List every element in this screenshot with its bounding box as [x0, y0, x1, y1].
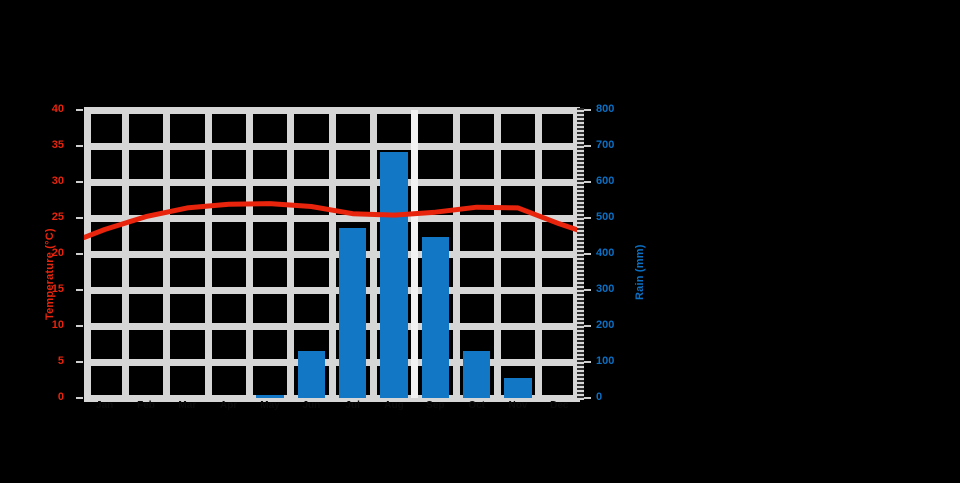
gridline-vertical: [573, 110, 580, 398]
month-label: Mar: [178, 400, 197, 411]
month-label: Oct: [468, 400, 485, 411]
temperature-tick-label: 10: [51, 319, 64, 331]
temperature-tick-label: 0: [57, 391, 64, 403]
gridline-vertical: [163, 110, 171, 398]
rain-bar: [380, 152, 408, 398]
month-label: Jan: [96, 400, 114, 411]
gridline-vertical: [204, 110, 212, 398]
temperature-tick-mark: [76, 181, 83, 183]
temperature-tick-mark: [76, 325, 83, 327]
temperature-tick-label: 5: [57, 355, 64, 367]
temperature-axis-title: Temperature (°C): [44, 228, 56, 320]
month-label: May: [260, 400, 280, 411]
rain-bar: [256, 395, 284, 398]
rain-tick-label: 600: [596, 175, 615, 187]
gridline-vertical: [493, 110, 501, 398]
rain-tick-mark: [584, 325, 591, 327]
temperature-line: [84, 201, 580, 240]
temperature-tick-mark: [76, 109, 83, 111]
gridline-vertical: [84, 110, 91, 398]
rain-tick-label: 200: [596, 319, 615, 331]
temperature-tick-label: 25: [51, 211, 64, 223]
rain-tick-mark: [584, 145, 591, 147]
rain-tick-mark: [584, 217, 591, 219]
rain-tick-mark: [584, 397, 591, 399]
gridline-horizontal: [84, 394, 580, 402]
temperature-tick-label: 20: [51, 247, 64, 259]
temperature-tick-label: 30: [51, 175, 64, 187]
rain-tick-label: 0: [596, 391, 603, 403]
rain-tick-label: 400: [596, 247, 615, 259]
rain-tick-mark: [584, 289, 591, 291]
temperature-tick-mark: [76, 217, 83, 219]
gridline-vertical: [369, 110, 377, 398]
temperature-tick-mark: [76, 289, 83, 291]
temperature-tick-label: 15: [51, 283, 64, 295]
temperature-tick-label: 40: [51, 103, 64, 115]
rain-bar: [421, 237, 449, 398]
month-label: Dec: [550, 400, 569, 411]
rain-axis-title: Rain (mm): [634, 244, 646, 300]
month-label: Sep: [426, 400, 445, 411]
gridline-vertical: [535, 110, 543, 398]
rain-bar: [339, 228, 367, 398]
rain-tick-label: 500: [596, 211, 615, 223]
rain-tick-label: 800: [596, 103, 615, 115]
rain-bar: [297, 351, 325, 398]
gridline-vertical: [328, 110, 336, 398]
rain-tick-label: 300: [596, 283, 615, 295]
gridline-vertical: [287, 110, 295, 398]
gridline-vertical: [121, 110, 129, 398]
rain-tick-mark: [584, 181, 591, 183]
month-label: Apr: [220, 400, 238, 411]
rain-tick-mark: [584, 109, 591, 111]
temperature-tick-mark: [76, 397, 83, 399]
month-label: Jun: [302, 400, 321, 411]
gridline-vertical: [245, 110, 253, 398]
temperature-tick-mark: [76, 145, 83, 147]
rain-tick-label: 700: [596, 139, 615, 151]
rain-tick-mark: [584, 361, 591, 363]
rain-bar: [504, 378, 532, 398]
temperature-tick-mark: [76, 361, 83, 363]
temperature-tick-label: 35: [51, 139, 64, 151]
temperature-tick-mark: [76, 253, 83, 255]
rain-tick-label: 100: [596, 355, 615, 367]
rain-tick-mark: [584, 253, 591, 255]
month-label: Feb: [137, 400, 155, 411]
right-axis-spine: [577, 108, 584, 400]
gridline-vertical: [411, 110, 419, 398]
rain-bar: [463, 351, 491, 398]
month-label: Aug: [384, 400, 404, 411]
month-label: Jul: [345, 400, 360, 411]
month-label: Nov: [508, 400, 528, 411]
gridline-vertical: [452, 110, 460, 398]
plot-area: [84, 106, 580, 402]
